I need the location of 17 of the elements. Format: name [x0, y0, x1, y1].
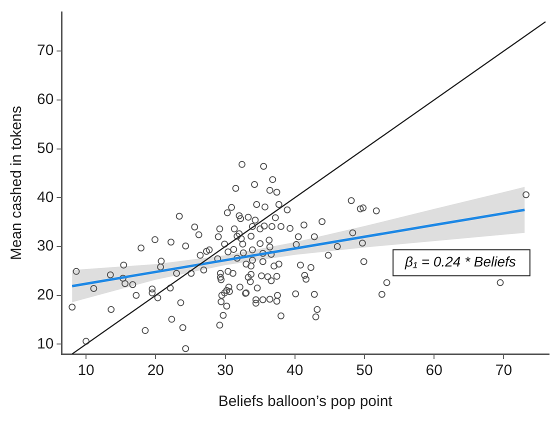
x-tick-label: 10 — [78, 362, 94, 380]
x-axis-title: Beliefs balloon’s pop point — [218, 393, 394, 410]
y-tick-label: 10 — [36, 335, 54, 352]
y-tick-label: 40 — [36, 188, 54, 206]
y-tick-label: 70 — [36, 42, 54, 60]
x-tick-label: 60 — [426, 362, 442, 380]
x-tick-label: 70 — [495, 362, 512, 380]
y-tick-label: 30 — [36, 238, 54, 255]
y-tick-label: 50 — [36, 140, 54, 157]
x-tick-label: 20 — [147, 362, 164, 380]
x-tick-label: 40 — [286, 362, 304, 380]
y-tick-label: 20 — [36, 286, 54, 304]
annotation: β₁ = 0.24 * Beliefs — [404, 254, 516, 270]
y-axis-title: Mean cashed in tokens — [8, 106, 26, 260]
x-tick-label: 50 — [356, 362, 373, 380]
x-tick-label: 30 — [216, 362, 234, 380]
y-tick-label: 60 — [36, 91, 54, 108]
